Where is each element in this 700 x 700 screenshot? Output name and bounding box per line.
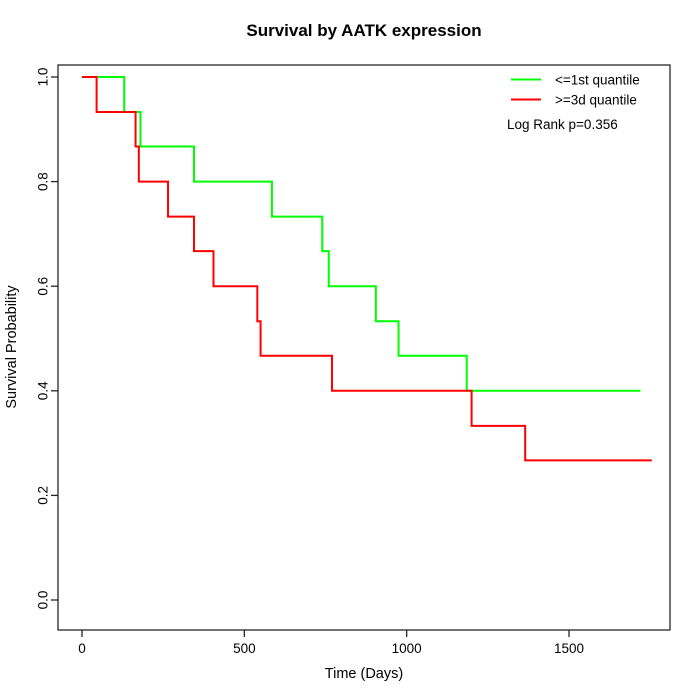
y-tick-label: 0.0 <box>36 591 51 610</box>
x-tick-label: 1500 <box>554 641 584 656</box>
legend-label-third-quantile: >=3d quantile <box>555 93 637 108</box>
chart-title: Survival by AATK expression <box>246 21 481 40</box>
x-tick-label: 500 <box>233 641 256 656</box>
x-tick-label: 0 <box>78 641 86 656</box>
survival-curve-ge-3d-quantile <box>82 76 652 462</box>
x-axis-label: Time (Days) <box>325 666 403 682</box>
legend: <=1st quantile >=3d quantile Log Rank p=… <box>507 73 640 133</box>
survival-curves <box>82 76 652 462</box>
x-tick-label: 1000 <box>392 641 422 656</box>
y-tick-label: 0.4 <box>36 381 51 400</box>
plot-box <box>57 64 671 631</box>
y-tick-label: 1.0 <box>36 68 51 87</box>
y-axis-ticks: 0.0 0.2 0.4 0.6 0.8 1.0 <box>36 68 58 610</box>
x-axis-ticks: 0 500 1000 1500 <box>78 630 584 656</box>
log-rank-annotation: Log Rank p=0.356 <box>507 117 618 132</box>
legend-label-first-quantile: <=1st quantile <box>555 73 640 88</box>
y-axis-label: Survival Probability <box>4 285 20 409</box>
survival-curve-le-1st-quantile <box>82 76 641 392</box>
y-tick-label: 0.2 <box>36 486 51 505</box>
y-tick-label: 0.6 <box>36 277 51 296</box>
y-tick-label: 0.8 <box>36 172 51 191</box>
